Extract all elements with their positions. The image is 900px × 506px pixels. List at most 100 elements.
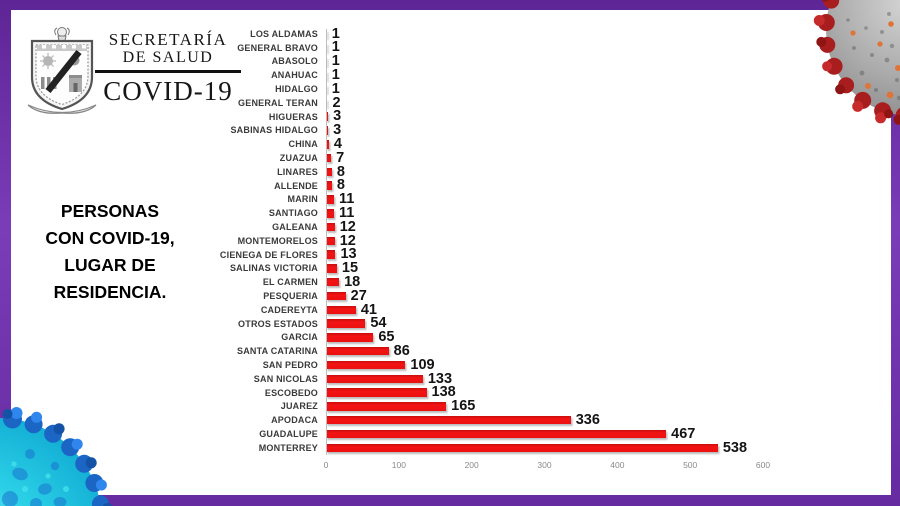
bar-value-label: 86	[393, 342, 410, 359]
bar	[326, 346, 389, 356]
bar-value-label: 11	[339, 205, 355, 222]
bar	[326, 181, 332, 190]
bar-value-label: 1	[331, 25, 340, 42]
category-label: EL CARMEN	[262, 277, 318, 288]
bar	[326, 277, 340, 287]
chart-row: MONTEMORELOS 12	[118, 234, 763, 248]
slide-content: SECRETARÍA DE SALUD COVID-19 PERSONAS CO…	[11, 10, 891, 495]
category-label: SALINAS VICTORIA	[229, 263, 318, 274]
chart-row: SANTA CATARINA 86	[118, 344, 763, 358]
category-label: ANAHUAC	[271, 70, 318, 81]
chart-row: EL CARMEN 18	[118, 275, 763, 289]
coat-of-arms-logo	[27, 27, 97, 114]
category-label: CHINA	[288, 139, 318, 150]
bar-value-label: 1	[331, 67, 340, 84]
category-label: PESQUERIA	[263, 291, 318, 302]
category-label: HIDALGO	[275, 84, 318, 95]
category-label: MARIN	[287, 194, 318, 205]
bar-value-label: 467	[671, 425, 696, 442]
bar-value-label: 165	[451, 398, 476, 415]
x-axis-tick-label: 600	[755, 459, 771, 470]
program-title: COVID-19	[103, 76, 233, 106]
bar	[326, 360, 406, 370]
bar	[326, 305, 356, 315]
bar-value-label: 12	[339, 218, 356, 235]
page-title: PERSONAS CON COVID-19, LUGAR DE RESIDENC…	[45, 201, 175, 302]
category-label: SANTA CATARINA	[237, 346, 318, 357]
category-label: GENERAL BRAVO	[237, 42, 318, 53]
chart-row: ANAHUAC 1	[118, 68, 763, 82]
chart-row: HIDALGO 1	[118, 82, 763, 96]
bar-value-label: 8	[336, 177, 345, 194]
bar	[326, 319, 366, 328]
bar	[326, 140, 329, 149]
chart-row: PESQUERIA 27	[118, 289, 763, 303]
bar-value-label: 15	[341, 260, 359, 277]
header: SECRETARÍA DE SALUD COVID-19	[93, 30, 243, 106]
bar-value-label: 18	[344, 274, 361, 290]
bar	[326, 429, 667, 439]
chart-row: CHINA 4	[118, 137, 763, 151]
category-label: MONTEMORELOS	[237, 235, 318, 246]
category-label: SAN NICOLAS	[253, 373, 318, 384]
bar-value-label: 133	[427, 370, 453, 387]
agency-name-line2: DE SALUD	[122, 49, 214, 66]
bar-value-label: 41	[360, 301, 377, 318]
x-axis-tick-label: 400	[610, 459, 625, 470]
bar-value-label: 538	[722, 439, 748, 456]
category-label: SABINAS HIDALGO	[230, 125, 318, 136]
bar	[326, 153, 332, 163]
y-axis-line	[326, 29, 327, 455]
x-axis-tick-label: 500	[683, 459, 698, 470]
chart-row: MARIN 11	[118, 191, 763, 208]
bar	[326, 195, 334, 204]
chart-row: ABASOLO 1	[118, 53, 763, 70]
category-label: GUADALUPE	[259, 429, 318, 439]
bar	[326, 264, 337, 273]
category-label: GARCIA	[281, 332, 318, 343]
bar-value-label: 109	[410, 356, 435, 373]
bar	[326, 167, 332, 177]
x-axis-tick-label: 300	[537, 459, 552, 470]
chart-row: ESCOBEDO 138	[118, 385, 763, 400]
agency-name-line1: SECRETARÍA	[108, 30, 228, 49]
category-label: HIGUERAS	[268, 111, 318, 122]
bar-value-label: 2	[332, 94, 341, 111]
chart-row: HIGUERAS 3	[118, 108, 763, 125]
blue-coronavirus-image	[0, 407, 112, 506]
bar	[326, 415, 571, 425]
red-coronavirus-image	[813, 0, 900, 125]
chart-rows: LOS ALDAMAS 1 GENERAL BRAVO 1 ABASOLO 1 ANAHUA…	[118, 27, 763, 455]
bar-value-label: 3	[333, 122, 342, 139]
bar-value-label: 13	[340, 246, 357, 263]
chart-row: GUADALUPE 467	[118, 427, 763, 441]
category-label: LOS ALDAMAS	[250, 28, 318, 39]
bar	[326, 112, 329, 121]
category-label: JUAREZ	[280, 401, 318, 412]
bar-value-label: 12	[339, 232, 356, 249]
bar-value-label: 4	[333, 136, 342, 153]
bar	[326, 291, 346, 301]
category-label: SANTIAGO	[268, 208, 318, 219]
bar-value-label: 65	[378, 329, 395, 346]
bar-value-label: 3	[333, 108, 342, 125]
bar-value-label: 1	[331, 80, 340, 97]
bar-value-label: 54	[370, 315, 387, 332]
bar	[326, 333, 374, 342]
category-label: CIENEGA DE FLORES	[219, 249, 318, 260]
chart-row: SAN PEDRO 109	[118, 358, 763, 372]
category-label: ABASOLO	[271, 56, 318, 67]
bar	[326, 236, 335, 246]
chart-row: GENERAL BRAVO 1	[118, 40, 763, 55]
category-label: ESCOBEDO	[264, 387, 318, 398]
bar	[326, 443, 718, 453]
category-label: CADEREYTA	[260, 304, 318, 315]
bar-value-label: 1	[331, 53, 340, 70]
category-label: ZUAZUA	[279, 153, 318, 164]
bar-value-label: 11	[339, 191, 355, 208]
chart-row: CIENEGA DE FLORES 13	[118, 246, 763, 263]
chart-row: SAN NICOLAS 133	[118, 372, 763, 386]
bar	[326, 209, 334, 218]
chart-row: ZUAZUA 7	[118, 151, 763, 165]
x-axis-tick-label: 200	[464, 459, 479, 470]
